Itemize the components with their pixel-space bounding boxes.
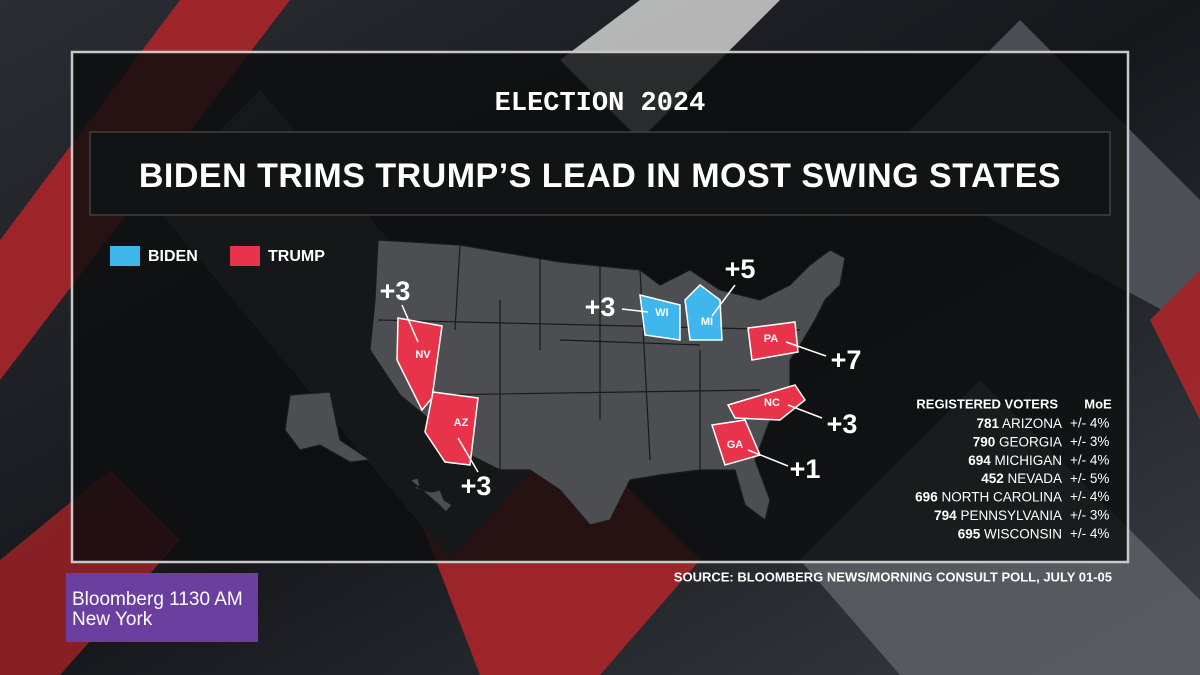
voter-count: 694 (968, 452, 991, 467)
moe: +/- 4% (1070, 416, 1109, 431)
state-abbr: AZ (454, 417, 469, 429)
voter-count: 695 (958, 526, 981, 541)
voter-count: 696 (915, 489, 938, 504)
station-bug (66, 573, 258, 642)
moe: +/- 3% (1070, 508, 1109, 523)
table-row: 696 NORTH CAROLINA (915, 489, 1062, 504)
state-margin: +5 (725, 254, 756, 284)
state-name: NORTH CAROLINA (941, 489, 1062, 504)
moe: +/- 4% (1070, 452, 1109, 467)
leaders (401, 284, 827, 473)
leader-line (457, 437, 479, 473)
highlighted-states (396, 284, 807, 466)
station-city: New York (72, 609, 153, 630)
state-shape (639, 294, 681, 341)
voter-count: 794 (934, 508, 957, 523)
state-margin: +7 (831, 345, 862, 375)
moe: +/- 4% (1070, 489, 1109, 504)
title: BIDEN TRIMS TRUMP’S LEAD IN MOST SWING S… (139, 157, 1061, 195)
state-abbr: PA (764, 333, 779, 345)
moe: +/- 4% (1070, 526, 1109, 541)
table-header: REGISTERED VOTERS (916, 396, 1058, 411)
table-row: 452 NEVADA (981, 471, 1062, 486)
leader-line (711, 284, 736, 317)
source: SOURCE: BLOOMBERG NEWS/MORNING CONSULT P… (674, 569, 1112, 584)
kicker: ELECTION 2024 (495, 89, 706, 119)
table-header: MoE (1084, 396, 1112, 411)
leader-line (401, 304, 419, 343)
state-margin: +3 (827, 409, 858, 439)
state-margin: +3 (461, 471, 492, 501)
leader-line (787, 404, 823, 419)
state-abbr: NC (764, 397, 780, 409)
hawaii (408, 477, 453, 513)
state-shape (424, 391, 479, 466)
state-labels: NV +3 AZ +3 WI +3 MI +5 PA +7 NC +3 GA +… (380, 254, 862, 501)
state-shape (684, 284, 723, 341)
state-margin: +1 (790, 454, 821, 484)
leader-line (621, 308, 649, 313)
state-shape (396, 317, 443, 412)
legend-swatch (110, 246, 140, 266)
table-row: 781 ARIZONA (976, 416, 1062, 431)
state-shape (726, 384, 807, 421)
table-row: 694 MICHIGAN (968, 452, 1062, 467)
state-borders (377, 244, 801, 470)
state-name: MICHIGAN (995, 452, 1063, 467)
state-name: WISCONSIN (984, 526, 1062, 541)
voter-count: 790 (973, 434, 996, 449)
alaska (284, 391, 372, 463)
title-box (89, 131, 1111, 216)
table-row: 790 GEORGIA (973, 434, 1062, 449)
state-abbr: GA (727, 439, 744, 451)
state-margin: +3 (585, 292, 616, 322)
legend-label: TRUMP (268, 248, 325, 265)
moe: +/- 5% (1070, 471, 1109, 486)
state-name: NEVADA (1007, 471, 1062, 486)
state-abbr: WI (655, 307, 668, 319)
moe: +/- 3% (1070, 434, 1109, 449)
voter-count: 452 (981, 471, 1004, 486)
legend-label: BIDEN (148, 248, 198, 265)
voter-count: 781 (976, 416, 999, 431)
leader-line (747, 449, 789, 467)
state-abbr: NV (415, 349, 431, 361)
state-shape (747, 321, 799, 361)
state-abbr: MI (701, 316, 713, 328)
voters-table: REGISTERED VOTERS MoE 781 ARIZONA +/- 4% 7… (915, 396, 1112, 541)
leader-line (785, 341, 827, 357)
state-margin: +3 (380, 276, 411, 306)
table-row: 794 PENNSYLVANIA (934, 508, 1062, 523)
state-name: ARIZONA (1002, 416, 1062, 431)
state-name: PENNSYLVANIA (960, 508, 1062, 523)
station-name: Bloomberg 1130 AM (72, 589, 243, 610)
state-name: GEORGIA (999, 434, 1062, 449)
table-row: 695 WISCONSIN (958, 526, 1062, 541)
legend-swatch (230, 246, 260, 266)
